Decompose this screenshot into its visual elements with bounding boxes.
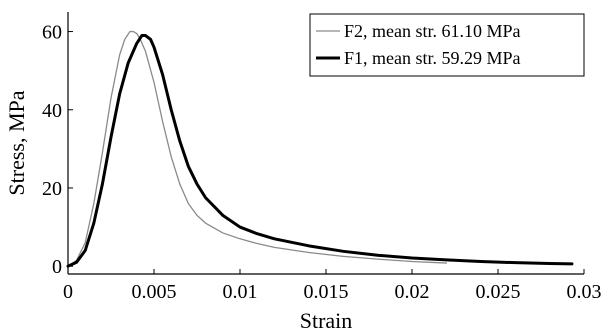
x-tick-label: 0.005 <box>132 281 177 303</box>
y-tick-label: 60 <box>42 22 62 44</box>
legend-label-2: F1, mean str. 59.29 MPa <box>344 48 521 68</box>
y-axis-title: Stress, MPa <box>4 90 29 195</box>
x-tick-label: 0.02 <box>395 281 430 303</box>
legend-box <box>309 13 585 77</box>
y-tick-label: 20 <box>42 178 62 200</box>
x-tick-label: 0.025 <box>476 281 521 303</box>
x-axis-title: Strain <box>300 308 353 331</box>
x-tick-label: 0.01 <box>223 281 258 303</box>
series-layer <box>66 30 574 268</box>
x-tick-label: 0.03 <box>567 281 602 303</box>
series-line-2 <box>66 33 574 268</box>
y-tick-label: 0 <box>52 256 62 278</box>
axes: 0 0.005 0.01 0.015 0.02 0.025 0.03 0 20 40 60 Strai… <box>4 12 602 331</box>
legend: F2, mean str. 61.10 MPa F1, mean str. 59.… <box>309 13 585 77</box>
x-tick-label: 0 <box>63 281 73 303</box>
x-tick-label: 0.015 <box>304 281 349 303</box>
y-tick-label: 40 <box>42 100 62 122</box>
series-line-1 <box>67 30 448 267</box>
legend-label-1: F2, mean str. 61.10 MPa <box>344 21 521 41</box>
